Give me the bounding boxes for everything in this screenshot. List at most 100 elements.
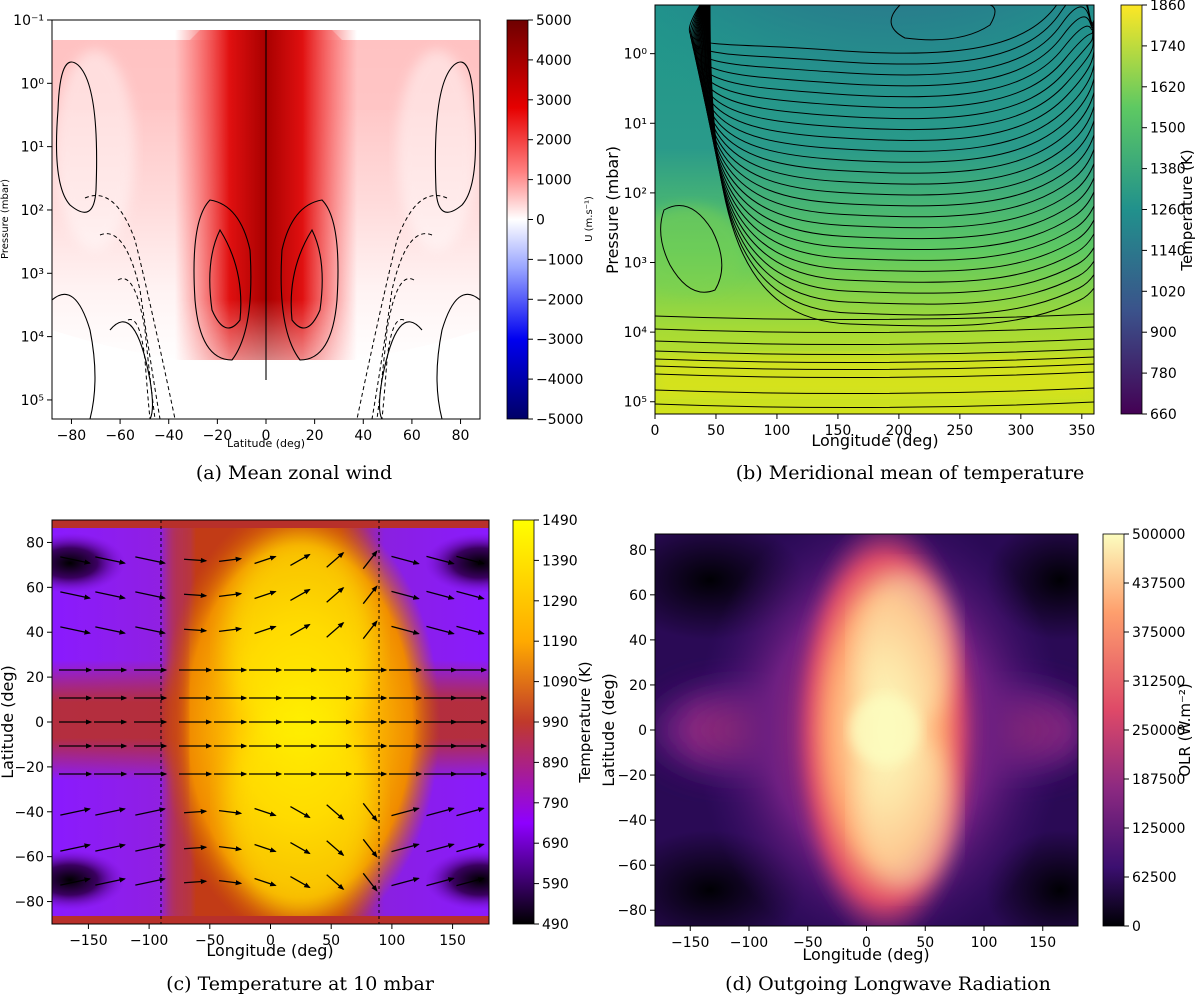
panel-a-ytick-label: 10¹ (21, 140, 44, 156)
panel-b-xtick-label: 300 (1007, 423, 1034, 439)
panel-c-wind-arrow (219, 809, 243, 816)
panel-a-ytick-label: 10⁰ (21, 76, 45, 92)
panel-a-xtick-label: 60 (403, 428, 421, 444)
panel-c-ytick-label: 20 (26, 670, 44, 686)
panel-d-caption: (d) Outgoing Longwave Radiation (725, 973, 1051, 995)
panel-b-contour-line (706, 5, 1094, 261)
panel-c-wind-arrow (183, 627, 208, 634)
panel-b-colorbar-tick-label: 1020 (1150, 284, 1186, 300)
panel-c-colorbar-tick-label: 890 (542, 755, 569, 771)
panel-b-contour-line (655, 356, 1094, 364)
panel-a-xtick-label: 80 (452, 428, 470, 444)
panel-a-xlabel: Latitude (deg) (227, 437, 305, 450)
panel-c-wind-arrow (60, 556, 91, 565)
panel-b-contour-line (706, 5, 1094, 272)
panel-d-xtick-label: −100 (730, 935, 768, 951)
panel-c-wind-arrow (254, 877, 277, 887)
panel-c-colorbar (512, 519, 535, 925)
panel-d-colorbar-tick-label: 250000 (1132, 723, 1185, 739)
panel-b-contour-line (708, 5, 1094, 305)
panel-c-wind-arrow (362, 550, 378, 570)
panel-d-xtick-label: 100 (971, 935, 998, 951)
panel-d-ytick-label: −20 (617, 768, 647, 784)
panel-d-colorbar-tick-label: 62500 (1132, 870, 1177, 886)
panel-a-xtick-label: 20 (306, 428, 324, 444)
panel-b-colorbar-tick-label: 1860 (1150, 0, 1186, 14)
panel-c-wind-arrow (456, 590, 485, 600)
panel-c-wind-arrow (456, 807, 485, 817)
panel-a-xtick-label: −60 (105, 428, 135, 444)
panel-c-wind-arrow (95, 556, 126, 565)
panel-a-contours (52, 30, 480, 419)
panel-c-colorbar-tick-label: 490 (542, 917, 569, 933)
panel-b-contour-line (655, 363, 1094, 371)
panel-a-colorbar-tick-label: 0 (536, 213, 545, 229)
panel-c-xtick-label: −100 (130, 933, 168, 949)
panel-c-wind-arrow (391, 843, 420, 853)
panel-b-contour-line (702, 5, 1094, 207)
panel-b-contour-line (707, 5, 1094, 283)
panel-c-wind-arrow (183, 592, 208, 599)
panel-c-field (52, 520, 489, 924)
panel-d-colorbar-tick-label: 312500 (1132, 674, 1185, 690)
panel-b-contours (655, 5, 1094, 409)
panel-a-field (52, 20, 480, 419)
panel-b-xtick-label: 200 (886, 423, 913, 439)
panel-c-wind-arrow (391, 555, 420, 565)
panel-b-ylabel: Pressure (mbar) (603, 146, 622, 274)
panel-c-wind-arrow (95, 626, 126, 635)
panel-a-xtick-label: 0 (262, 428, 271, 444)
panel-c-wind-arrow (326, 874, 345, 891)
panel-c-xtick-label: 0 (266, 933, 275, 949)
panel-a-xtick-label: −80 (57, 428, 87, 444)
panel-a-colorbar-tick-label: −4000 (536, 372, 583, 388)
panel-a-colorbar-label: U (m.s⁻¹) (584, 196, 595, 242)
panel-b-colorbar-tick-label: 1260 (1150, 203, 1186, 219)
panel-b-ytick-label: 10³ (624, 256, 647, 272)
panel-b-contour-line (655, 338, 1094, 346)
panel-c-colorbar-tick-label: 1090 (542, 675, 578, 691)
panel-c-wind-arrow (95, 591, 126, 600)
panel-b-ytick-label: 10² (624, 186, 647, 202)
panel-b-colorbar-tick-label: 780 (1150, 366, 1177, 382)
panel-c-wind-arrow (135, 877, 166, 886)
panel-a-xtick-label: −40 (154, 428, 184, 444)
panel-a-caption: (a) Mean zonal wind (196, 462, 392, 484)
panel-b-xtick-label: 100 (764, 423, 791, 439)
panel-b-contour-line (705, 5, 1094, 251)
panel-c-wind-arrow (391, 877, 420, 887)
panel-c-colorbar-tick-label: 990 (542, 715, 569, 731)
panel-b-ytick-label: 10⁰ (624, 47, 648, 63)
panel-b-ytick-label: 10⁵ (624, 395, 647, 411)
panel-c-wind-arrow (362, 585, 378, 605)
panel-c-colorbar-tick-label: 690 (542, 836, 569, 852)
panel-c-wind-arrow (456, 625, 485, 635)
panel-b-contour-line (655, 401, 1094, 409)
panel-c-wind-arrow (326, 804, 345, 821)
panel-c-xtick-label: −50 (195, 933, 225, 949)
panel-c-colorbar-label: Temperature (K) (576, 661, 594, 783)
panel-a-xtick-label: −20 (203, 428, 233, 444)
panel-c-wind-arrow (183, 878, 208, 885)
panel-c-wind-arrow (456, 555, 485, 565)
panel-c-wind-arrow (426, 877, 455, 887)
panel-d-colorbar (1102, 533, 1125, 927)
panel-c-xtick-label: −150 (69, 933, 107, 949)
panel-c-wind-arrow (426, 590, 455, 600)
panel-c-wind-arrow (135, 626, 166, 635)
panel-a-colorbar-tick-label: 1000 (536, 173, 572, 189)
panel-b-colorbar-label: Temperature (K) (1178, 149, 1196, 271)
panel-d-ytick-label: 20 (629, 678, 647, 694)
panel-d-colorbar-tick-label: 125000 (1132, 821, 1185, 837)
panel-c-ytick-label: −80 (14, 895, 44, 911)
panel-c-ylabel: Latitude (deg) (0, 665, 17, 779)
panel-d-ylabel: Latitude (deg) (599, 673, 618, 787)
panel-c-xtick-label: 100 (379, 933, 406, 949)
panel-c-xlabel: Longitude (deg) (206, 941, 333, 960)
panel-b-colorbar-tick-label: 1500 (1150, 121, 1186, 137)
panel-d-colorbar-tick-label: 375000 (1132, 625, 1185, 641)
panel-c-ytick-label: −20 (14, 760, 44, 776)
panel-d-xtick-label: 0 (862, 935, 871, 951)
panel-b-contour-line (655, 387, 1094, 395)
